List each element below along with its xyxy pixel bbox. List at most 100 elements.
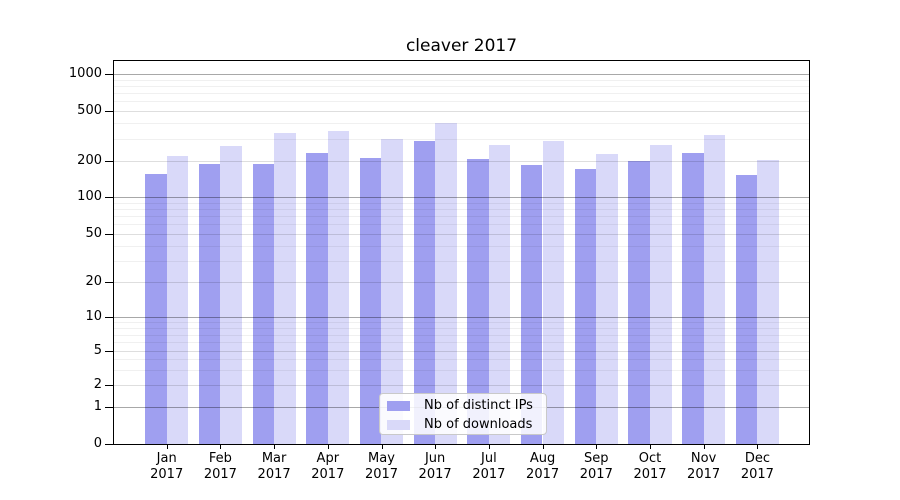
- x-tick-label-year: 2017: [418, 467, 452, 482]
- x-tick-label-month: Nov: [690, 451, 717, 466]
- x-tick-mark: [596, 445, 598, 449]
- bar-nb-of-downloads-jan: [166, 155, 189, 444]
- x-tick-label-month: Jan: [156, 451, 177, 466]
- legend-swatch-distinct-ips: [387, 400, 410, 411]
- x-tick-label-month: Jul: [481, 451, 497, 466]
- x-tick-label-month: Apr: [316, 451, 340, 466]
- bar-nb-of-downloads-may: [381, 138, 403, 444]
- gridline-minor: [113, 322, 810, 324]
- gridline: [113, 161, 810, 162]
- gridline: [113, 351, 810, 352]
- y-tick-label: 1000: [68, 66, 102, 81]
- y-axis-line: [113, 60, 114, 445]
- x-axis-line: [113, 444, 810, 445]
- y-tick-label: 1: [93, 399, 102, 414]
- bar-nb-of-distinct-ips-jan: [145, 174, 167, 444]
- y-tick-mark: [105, 317, 113, 318]
- y-tick-label: 20: [85, 274, 102, 289]
- plot-border-right: [809, 60, 810, 445]
- bar-nb-of-downloads-aug: [542, 141, 565, 444]
- x-tick-label-month: Feb: [208, 451, 232, 466]
- x-tick-label-month: Sep: [584, 451, 609, 466]
- x-tick-label-year: 2017: [579, 467, 613, 482]
- x-tick-mark: [327, 445, 329, 449]
- gridline-minor: [113, 327, 810, 329]
- y-tick-mark: [105, 407, 113, 408]
- bar-nb-of-downloads-feb: [220, 145, 242, 444]
- bar-nb-of-distinct-ips-may: [359, 157, 382, 444]
- chart-title: cleaver 2017: [405, 36, 518, 56]
- y-tick-mark: [105, 385, 113, 386]
- y-tick-label: 0: [93, 436, 102, 451]
- bar-nb-of-distinct-ips-mar: [252, 163, 275, 444]
- x-tick-mark: [650, 445, 651, 449]
- plot-area: Nb of distinct IPs Nb of downloads: [113, 60, 810, 444]
- y-tick-label: 2: [93, 377, 102, 392]
- gridline-minor: [113, 370, 810, 371]
- legend-swatch-downloads: [387, 419, 410, 430]
- gridline-minor: [113, 101, 810, 103]
- x-tick-mark: [488, 445, 490, 449]
- gridline-minor: [113, 224, 810, 226]
- y-tick-label: 200: [77, 153, 102, 168]
- y-tick-mark: [105, 74, 113, 75]
- x-tick-label-month: Dec: [744, 451, 770, 466]
- bar-nb-of-distinct-ips-feb: [198, 163, 221, 444]
- bar-nb-of-downloads-mar: [274, 132, 296, 444]
- x-tick-label-year: 2017: [633, 467, 667, 482]
- bar-nb-of-distinct-ips-oct: [628, 161, 650, 444]
- bar-nb-of-downloads-sep: [596, 154, 618, 444]
- y-tick-mark: [105, 161, 113, 162]
- gridline-minor: [113, 359, 810, 361]
- x-tick-label-month: Aug: [529, 451, 556, 466]
- legend-item-downloads: Nb of downloads: [387, 415, 546, 434]
- y-tick-label: 500: [77, 103, 102, 118]
- y-tick-mark: [105, 444, 113, 445]
- gridline: [113, 385, 810, 386]
- y-tick-mark: [105, 351, 113, 352]
- y-tick-label: 50: [85, 226, 102, 241]
- bar-nb-of-downloads-apr: [327, 130, 350, 444]
- plot-border-top: [113, 60, 810, 61]
- y-tick-label: 10: [85, 309, 102, 324]
- y-tick-label: 100: [77, 189, 102, 204]
- bar-nb-of-downloads-dec: [757, 159, 779, 444]
- gridline-minor: [113, 208, 810, 210]
- bar-nb-of-distinct-ips-nov: [682, 153, 704, 444]
- gridline: [113, 282, 810, 283]
- y-tick-mark: [105, 111, 113, 112]
- bar-nb-of-downloads-jul: [488, 144, 511, 444]
- gridline-major: [113, 317, 810, 318]
- legend: Nb of distinct IPs Nb of downloads: [379, 393, 547, 435]
- bar-nb-of-distinct-ips-jul: [467, 158, 489, 444]
- gridline: [113, 111, 810, 112]
- gridline-minor: [113, 202, 810, 204]
- x-tick-label-month: Mar: [261, 451, 287, 466]
- x-tick-mark: [703, 445, 705, 449]
- y-tick-mark: [105, 197, 113, 198]
- x-tick-mark: [381, 445, 383, 449]
- bar-nb-of-distinct-ips-jun: [413, 141, 436, 444]
- x-tick-mark: [166, 445, 168, 449]
- bar-nb-of-distinct-ips-apr: [306, 152, 328, 444]
- bar-nb-of-distinct-ips-sep: [574, 168, 597, 444]
- x-tick-label-year: 2017: [472, 467, 506, 482]
- bar-nb-of-distinct-ips-dec: [735, 175, 758, 444]
- x-tick-label-year: 2017: [364, 467, 399, 482]
- gridline-minor: [113, 260, 810, 262]
- gridline-minor: [113, 216, 810, 217]
- x-tick-mark: [274, 445, 276, 449]
- legend-label-downloads: Nb of downloads: [424, 416, 533, 432]
- bar-nb-of-downloads-jun: [435, 123, 457, 444]
- gridline-major: [113, 74, 810, 75]
- y-tick-mark: [105, 282, 113, 283]
- x-tick-mark: [542, 445, 544, 449]
- gridline-minor: [113, 342, 810, 344]
- legend-label-distinct-ips: Nb of distinct IPs: [424, 397, 533, 413]
- gridline-minor: [113, 245, 810, 247]
- gridline-minor: [113, 334, 810, 336]
- gridline-minor: [113, 93, 810, 94]
- x-tick-label-year: 2017: [257, 467, 291, 482]
- x-tick-label-year: 2017: [526, 467, 560, 482]
